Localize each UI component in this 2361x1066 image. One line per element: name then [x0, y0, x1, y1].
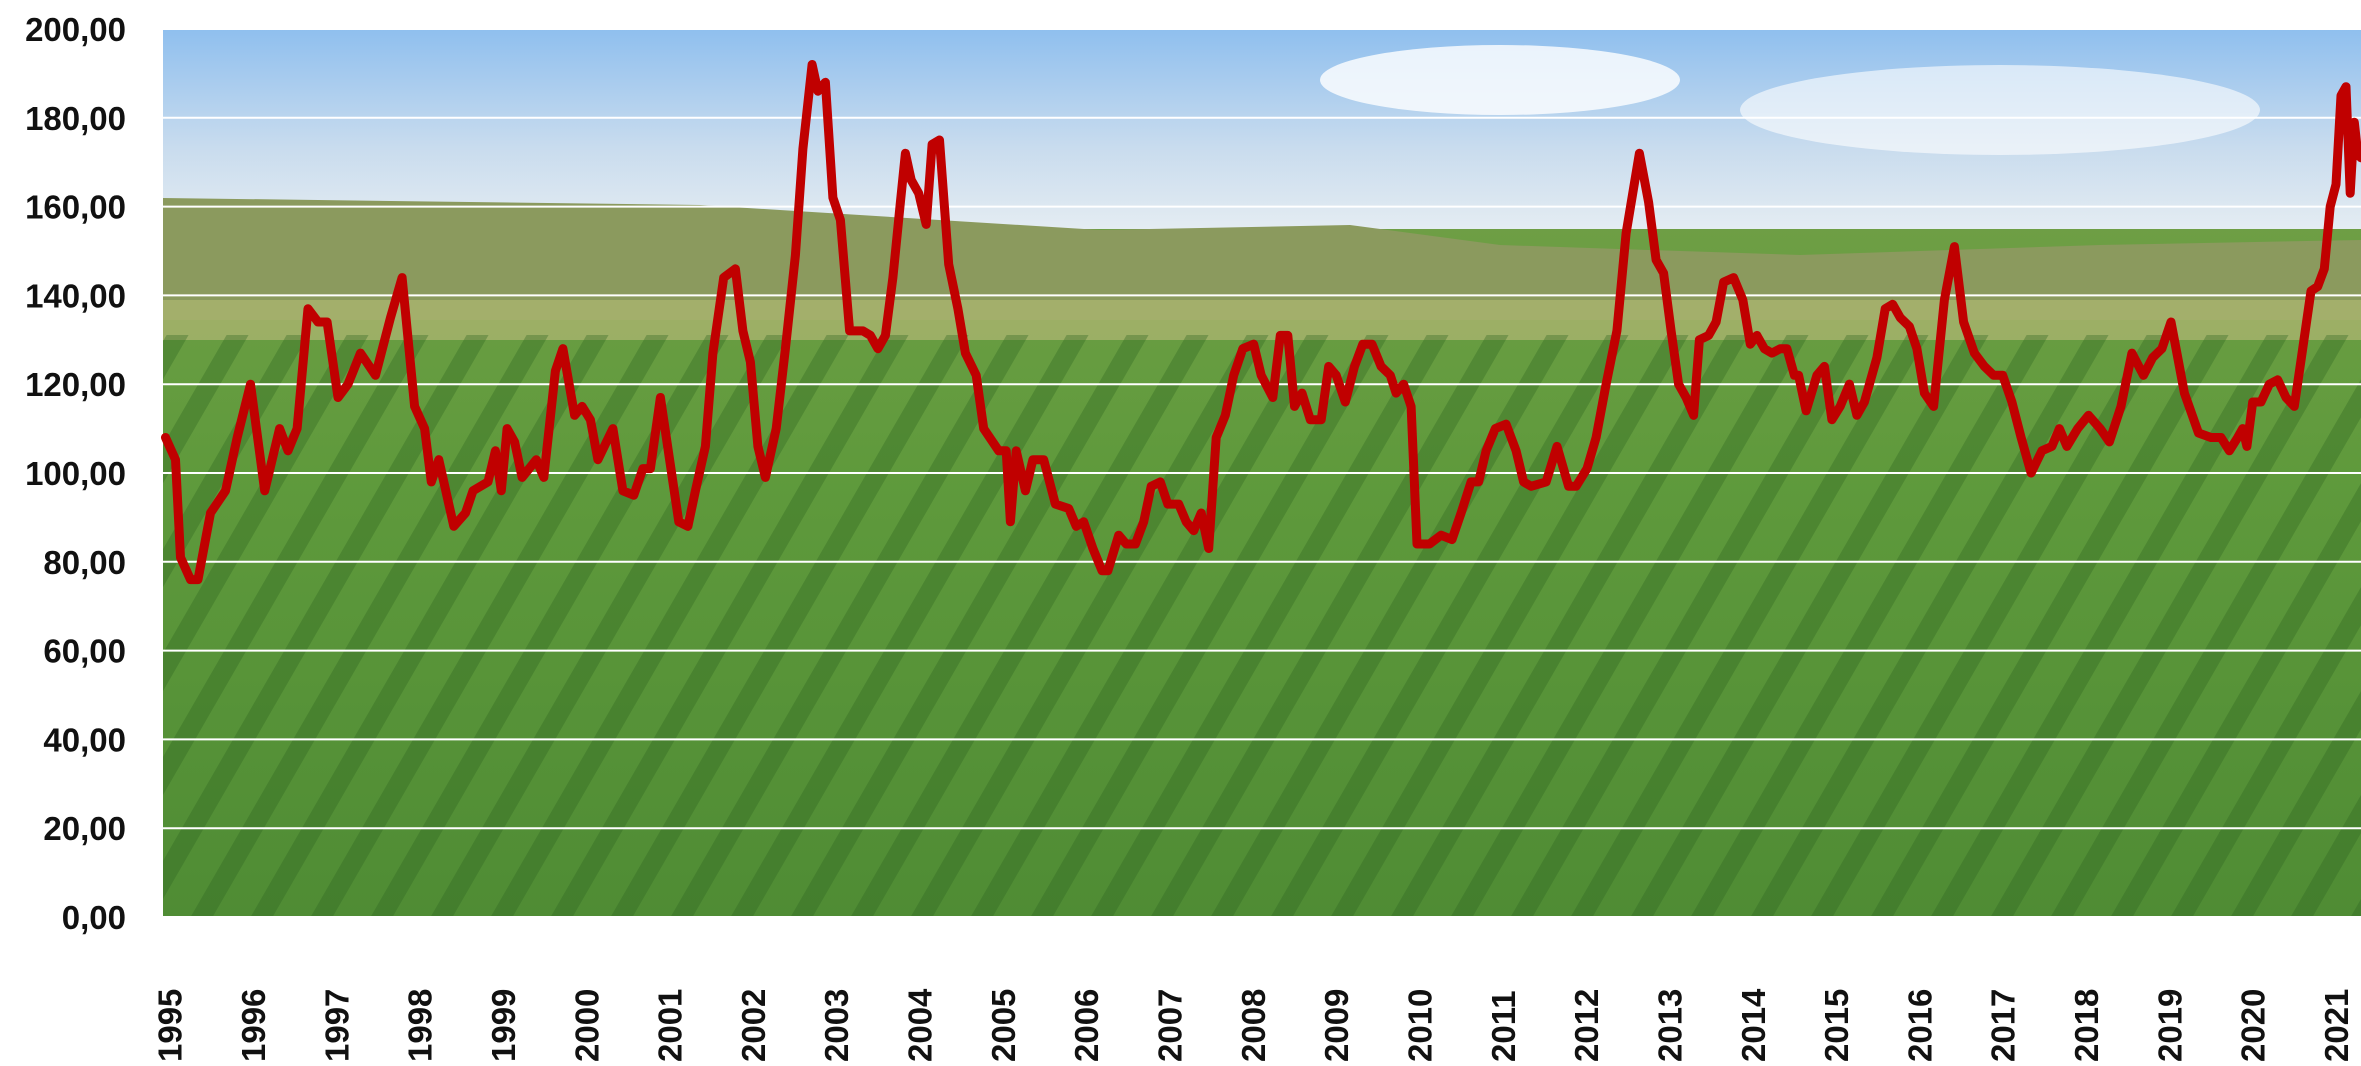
y-tick-label: 40,00 — [43, 721, 126, 758]
x-tick-label: 2013 — [1651, 989, 1688, 1062]
x-tick-label: 1997 — [318, 989, 355, 1062]
x-tick-label: 2020 — [2235, 989, 2272, 1062]
y-tick-label: 20,00 — [43, 810, 126, 847]
x-tick-label: 2011 — [1485, 990, 1522, 1062]
data-line — [161, 60, 2361, 585]
x-tick-label: 2016 — [1901, 989, 1938, 1062]
x-tick-label: 1998 — [402, 989, 439, 1062]
x-tick-label: 2010 — [1401, 989, 1438, 1062]
x-tick-label: 2001 — [652, 989, 689, 1062]
y-tick-label: 0,00 — [62, 899, 126, 936]
x-tick-label: 2008 — [1235, 989, 1272, 1062]
y-tick-label: 80,00 — [43, 544, 126, 581]
x-tick-label: 2012 — [1568, 989, 1605, 1062]
x-tick-label: 2018 — [2068, 989, 2105, 1062]
y-tick-label: 100,00 — [25, 455, 126, 492]
y-tick-label: 140,00 — [25, 277, 126, 314]
y-tick-label: 120,00 — [25, 366, 126, 403]
x-tick-label: 2003 — [818, 989, 855, 1062]
y-tick-label: 180,00 — [25, 100, 126, 137]
x-tick-label: 2015 — [1818, 989, 1855, 1062]
x-tick-label: 2019 — [2151, 989, 2188, 1062]
x-tick-label: 2009 — [1318, 989, 1355, 1062]
x-tick-label: 2000 — [568, 989, 605, 1062]
x-tick-label: 2004 — [902, 988, 939, 1062]
y-tick-label: 60,00 — [43, 633, 126, 670]
x-tick-label: 2005 — [985, 989, 1022, 1062]
x-tick-label: 2007 — [1152, 989, 1189, 1062]
y-tick-label: 160,00 — [25, 189, 126, 226]
x-tick-label: 1995 — [152, 989, 189, 1062]
x-tick-label: 2021 — [2318, 989, 2355, 1062]
x-tick-label: 2006 — [1068, 989, 1105, 1062]
x-tick-label: 1996 — [235, 989, 272, 1062]
y-tick-label: 200,00 — [25, 11, 126, 48]
x-tick-label: 2017 — [1985, 989, 2022, 1062]
background-photo — [163, 29, 2361, 917]
x-tick-label: 2002 — [735, 989, 772, 1062]
x-tick-label: 1999 — [485, 989, 522, 1062]
x-tick-label: 2014 — [1735, 988, 1772, 1062]
